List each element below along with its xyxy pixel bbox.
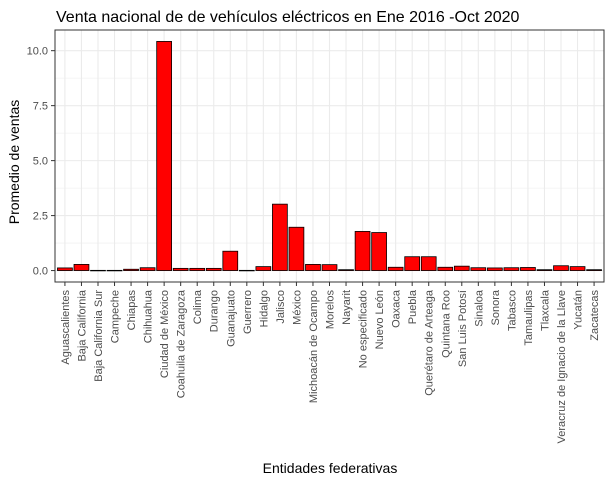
x-tick-label: Chihuahua	[143, 289, 155, 343]
x-tick-label: San Luis Potosí	[457, 290, 469, 367]
x-tick-label: Michoacán de Ocampo	[308, 290, 320, 403]
bar-sonora	[487, 267, 503, 271]
bar-tabasco	[503, 267, 520, 271]
x-tick-label: Baja California	[76, 289, 88, 361]
x-tick-label: Yucatán	[573, 290, 585, 330]
bar-zacatecas	[586, 269, 602, 271]
x-tick-label: Jalisco	[275, 290, 287, 324]
bar-jalisco	[272, 203, 288, 271]
x-tick-label: Quintana Roo	[440, 290, 452, 358]
x-tick-label: Coahuila de Zaragoza	[176, 289, 188, 398]
x-tick-label: Nuevo León	[374, 290, 386, 349]
bar-m-xico	[288, 226, 305, 271]
bar-baja-california-sur	[90, 269, 106, 272]
bar-campeche	[106, 269, 123, 272]
x-tick-label: Aguascalientes	[60, 290, 72, 365]
x-tick-label: Tlaxcala	[539, 289, 551, 331]
x-tick-label: México	[291, 290, 303, 325]
bar-no-especificado	[354, 231, 371, 271]
bar-quer-taro-de-arteaga	[420, 256, 437, 271]
chart-title: Venta nacional de de vehículos eléctrico…	[56, 9, 520, 26]
bar-durango	[205, 267, 222, 271]
bar-tamaulipas	[520, 267, 536, 271]
bar-ciudad-de-m-xico	[156, 41, 172, 271]
x-tick-label: Puebla	[407, 289, 419, 324]
x-tick-label: Campeche	[110, 290, 122, 343]
x-tick-label: Tabasco	[506, 290, 518, 331]
x-tick-label: Oaxaca	[391, 289, 403, 328]
bar-nuevo-le-n	[371, 232, 387, 271]
y-tick-label: 7.5	[33, 101, 48, 113]
bar-guanajuato	[222, 250, 239, 271]
bar-quintana-roo	[437, 266, 454, 271]
y-tick-label: 2.5	[33, 211, 48, 223]
y-axis-title: Promedio de ventas	[6, 100, 22, 225]
x-axis-title: Entidades federativas	[263, 460, 398, 476]
bar-sinaloa	[470, 267, 487, 271]
x-tick-label: Nayarit	[341, 290, 353, 325]
x-tick-label: Tamaulipas	[523, 290, 535, 346]
y-tick-label: 10.0	[27, 46, 48, 58]
bar-nayarit	[338, 269, 354, 271]
x-tick-label: Hidalgo	[258, 290, 270, 327]
bar-baja-california	[73, 264, 90, 271]
bar-hidalgo	[255, 266, 272, 271]
bar-morelos	[321, 264, 338, 271]
bar-yucat-n	[569, 266, 586, 271]
x-tick-label: Zacatecas	[589, 290, 601, 341]
bar-guerrero	[238, 269, 255, 272]
bar-chihuahua	[139, 267, 156, 271]
bar-colima	[189, 267, 206, 271]
bar-aguascalientes	[57, 267, 73, 271]
y-tick-label: 5.0	[33, 156, 48, 168]
x-tick-label: Guerrero	[242, 290, 254, 334]
bar-puebla	[404, 256, 421, 271]
x-tick-label: Querétaro de Arteaga	[424, 289, 436, 396]
x-tick-label: Colima	[192, 289, 204, 324]
y-tick-label: 0.0	[33, 266, 48, 278]
bar-coahuila-de-zaragoza	[172, 267, 189, 271]
x-tick-label: Durango	[209, 290, 221, 332]
x-tick-label: Sinaloa	[473, 289, 485, 327]
x-tick-label: Veracruz de Ignacio de la Llave	[556, 290, 568, 444]
x-tick-label: Chiapas	[126, 290, 138, 331]
bar-veracruz-de-ignacio-de-la-llave	[553, 265, 569, 271]
x-tick-label: Morelos	[325, 290, 337, 330]
x-tick-label: Guanajuato	[225, 290, 237, 347]
bar-san-luis-potos-	[453, 265, 470, 271]
bar-chiapas	[123, 268, 139, 271]
bar-oaxaca	[387, 266, 404, 271]
x-tick-label: Baja California Sur	[93, 290, 105, 382]
x-tick-label: No especificado	[358, 290, 370, 368]
bar-michoac-n-de-ocampo	[305, 264, 321, 271]
x-tick-label: Ciudad de México	[159, 290, 171, 378]
x-tick-label: Sonora	[490, 289, 502, 325]
bar-tlaxcala	[536, 269, 553, 271]
plot-area: 0.0 2.5 5.0 7.5 10.0 Aguascalientes Baja Calif…	[27, 29, 605, 444]
